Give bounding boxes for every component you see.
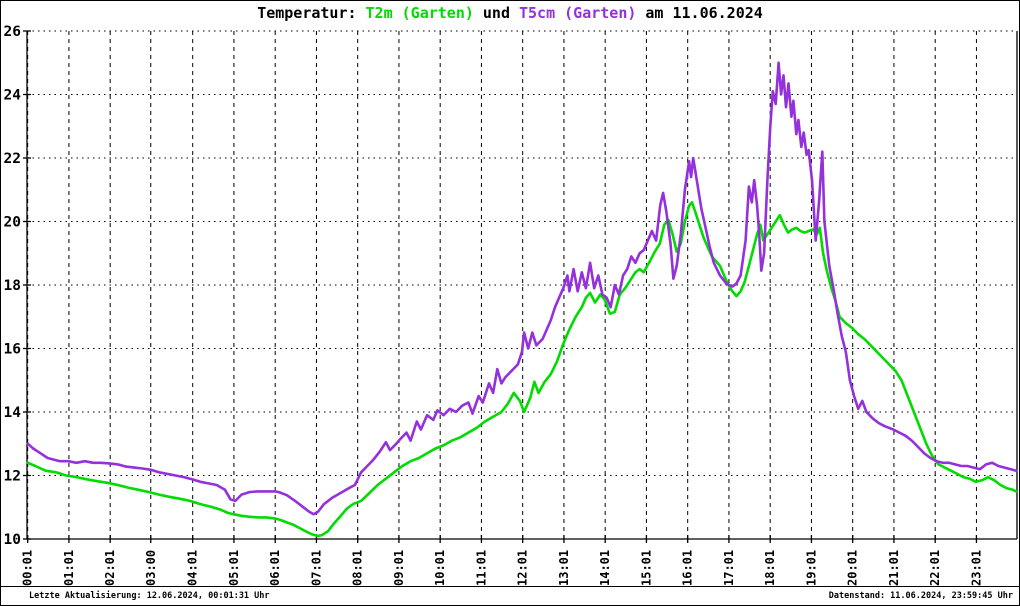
series-line-t5cm (26, 61, 1018, 516)
title-suffix: am 11.06.2024 (645, 4, 763, 22)
x-tick-label: 23:01 (969, 550, 983, 586)
x-tick-label: 06:01 (268, 550, 282, 586)
chart-title: Temperatur: T2m (Garten) und T5cm (Garten) a… (1, 4, 1019, 22)
x-tick-label: 02:01 (103, 550, 117, 586)
x-tick-label: 09:01 (392, 550, 406, 586)
data-timestamp-text: Datenstand: 11.06.2024, 23:59:45 Uhr (828, 591, 1013, 601)
x-tick-label: 11:01 (474, 550, 488, 586)
x-tick-label: 21:01 (887, 550, 901, 586)
x-tick-label: 12:01 (516, 550, 530, 586)
series-line-t2m (26, 201, 1018, 538)
x-tick-label: 03:00 (144, 550, 158, 586)
last-update-text: Letzte Aktualisierung: 12.06.2024, 00:01… (29, 591, 270, 601)
temperature-plot: 10 12 14 16 18 20 22 24 26 00:01 01:01 02:01 03:00 04… (4, 24, 1018, 586)
title-prefix: Temperatur: (257, 4, 357, 22)
y-tick-label: 10 (4, 532, 21, 548)
title-series2-t5cm: T5cm (Garten) (519, 4, 637, 22)
y-tick-label: 12 (4, 469, 21, 485)
x-tick-label: 14:01 (598, 550, 612, 586)
title-connector: und (482, 4, 510, 22)
x-tick-label: 18:01 (763, 550, 777, 586)
x-tick-label: 17:01 (722, 550, 736, 586)
x-tick-label: 15:01 (639, 550, 653, 586)
y-tick-label: 16 (4, 342, 21, 358)
x-tick-label: 13:01 (557, 550, 571, 586)
x-tick-label: 08:01 (351, 550, 365, 586)
x-tick-label: 01:01 (62, 550, 76, 586)
title-series1-t2m: T2m (Garten) (365, 4, 474, 22)
x-tick-label: 22:01 (928, 550, 942, 586)
y-tick-label: 20 (4, 215, 21, 231)
y-tick-label: 14 (4, 405, 22, 421)
y-tick-label: 26 (4, 24, 21, 40)
x-tick-label: 19:01 (804, 550, 818, 586)
y-tick-label: 18 (4, 278, 21, 294)
x-tick-label: 20:01 (846, 550, 860, 586)
x-tick-label: 05:01 (227, 550, 241, 586)
x-tick-label: 04:01 (186, 550, 200, 586)
x-tick-label: 00:01 (21, 550, 35, 586)
x-tick-label: 07:01 (309, 550, 323, 586)
x-tick-label: 16:01 (681, 550, 695, 586)
y-tick-label: 24 (4, 88, 22, 104)
status-bar: Letzte Aktualisierung: 12.06.2024, 00:01… (1, 586, 1019, 605)
y-tick-label: 22 (4, 151, 21, 167)
x-tick-label: 10:01 (433, 550, 447, 586)
